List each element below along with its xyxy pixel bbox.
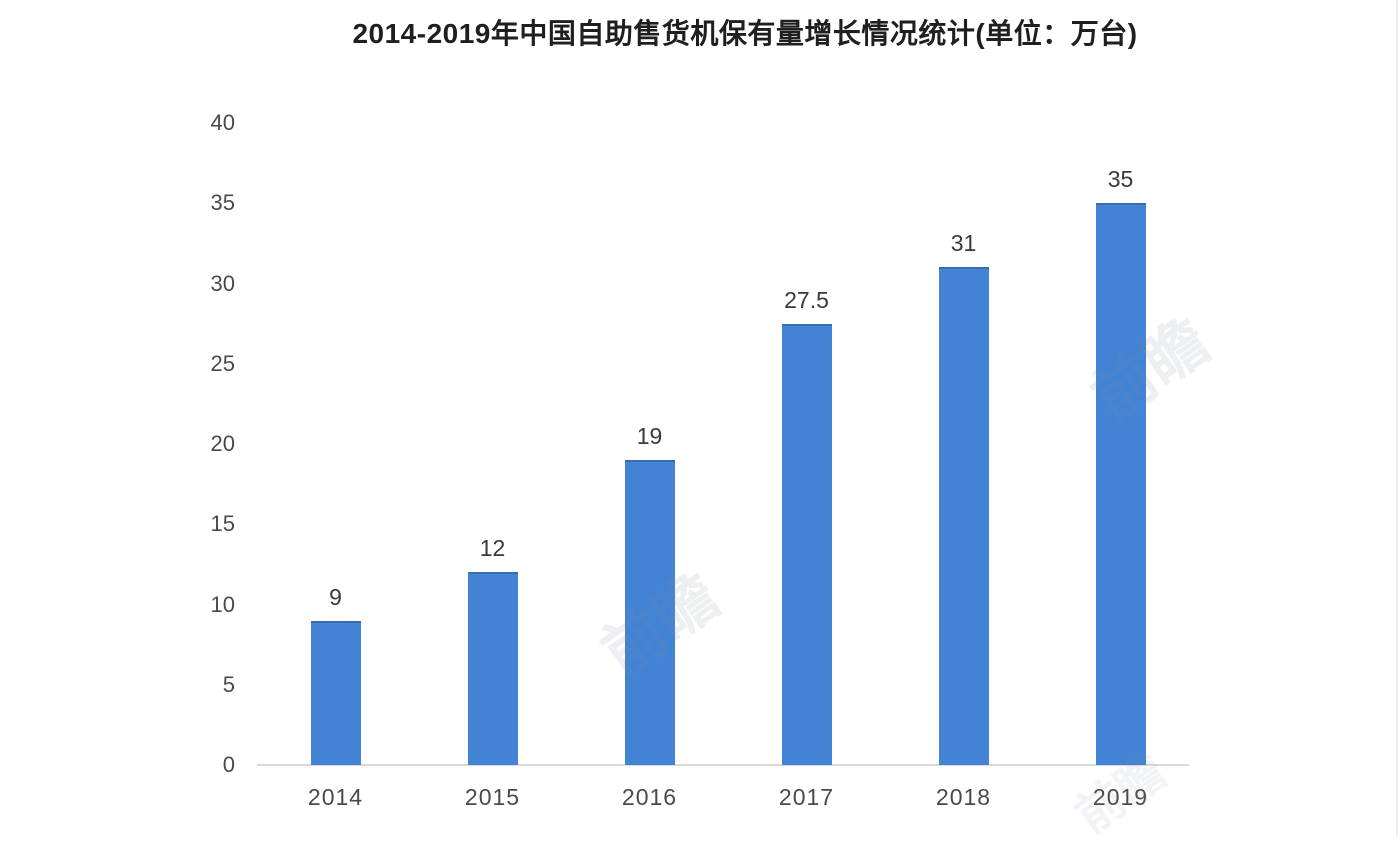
bar-value-label: 9	[329, 583, 342, 610]
x-axis-tick-label: 2015	[464, 784, 521, 810]
bar-2019	[1095, 203, 1146, 765]
y-axis-tick-label: 30	[210, 270, 235, 296]
x-axis-line	[257, 764, 1189, 766]
y-axis-tick-label: 35	[210, 190, 235, 216]
bar-value-label: 12	[479, 535, 506, 562]
x-axis-tick-label: 2017	[778, 784, 835, 810]
bar-2018	[938, 267, 989, 765]
chart-title: 2014-2019年中国自助售货机保有量增长情况统计(单位：万台)	[352, 18, 1138, 49]
bar-2015	[467, 572, 518, 765]
watermark-text: 前瞻	[1080, 306, 1222, 435]
bar-value-label: 31	[950, 230, 977, 257]
bar-value-label: 19	[636, 423, 663, 450]
y-axis-tick-label: 15	[210, 511, 235, 537]
y-axis-tick-label: 0	[222, 752, 235, 777]
x-axis-tick-label: 2018	[935, 784, 992, 810]
bar-2014	[310, 620, 361, 765]
bar-2017	[781, 323, 832, 765]
y-axis-tick-label: 5	[222, 671, 235, 697]
x-axis-tick-label: 2016	[621, 784, 678, 810]
y-axis-tick-label: 25	[210, 350, 235, 376]
x-axis-tick-label: 2019	[1092, 784, 1149, 810]
y-axis-tick-label: 20	[210, 431, 235, 456]
bar-2016	[624, 460, 675, 765]
bar-value-label: 27.5	[784, 286, 829, 313]
y-axis-tick-label: 10	[210, 591, 235, 617]
bar-value-label: 35	[1107, 166, 1134, 193]
x-axis-tick-label: 2014	[307, 784, 364, 810]
image-edge-line	[1396, 0, 1398, 836]
y-axis-tick-label: 40	[210, 110, 235, 135]
